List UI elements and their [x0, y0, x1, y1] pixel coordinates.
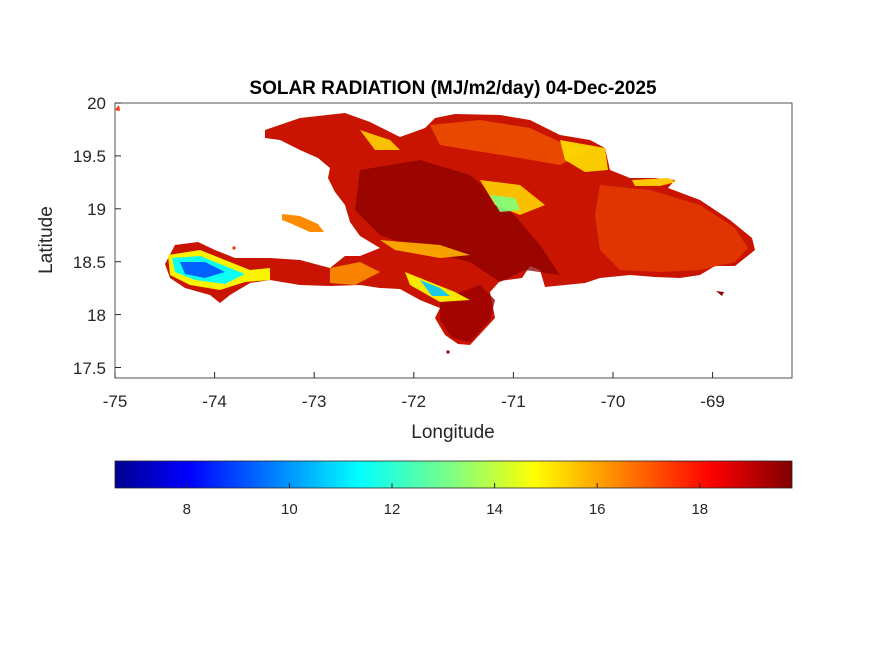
y-tick-label: 18.5	[73, 253, 106, 272]
region-low-radiation-1	[480, 180, 545, 215]
y-tick-label: 17.5	[73, 359, 106, 378]
island-gonave	[282, 214, 324, 232]
samana-peninsula	[632, 178, 676, 186]
x-tick-label: -70	[601, 392, 626, 411]
y-tick-label: 19.5	[73, 147, 106, 166]
region-low-radiation-7	[360, 130, 400, 150]
x-tick-label: -72	[402, 392, 427, 411]
region-low-radiation-6	[560, 140, 608, 172]
region-moderate-north	[430, 120, 590, 165]
islet-saona	[716, 291, 724, 296]
region-high-radiation	[355, 160, 560, 282]
x-tick-label: -75	[103, 392, 128, 411]
colorbar-tick-label: 12	[384, 501, 401, 518]
y-tick-label: 19	[87, 200, 106, 219]
map-plot	[115, 105, 755, 354]
islet-northwest	[115, 105, 120, 111]
colorbar-tick-label: 16	[589, 501, 606, 518]
x-axis-label: Longitude	[411, 422, 494, 443]
colorbar: 8 10 12 14 16 18	[114, 460, 793, 518]
x-axis: -75 -74 -73 -72 -71 -70 -69	[103, 372, 725, 411]
y-tick-label: 18	[87, 306, 106, 325]
x-tick-label: -74	[202, 392, 227, 411]
colorbar-gradient	[114, 460, 793, 489]
islet-1	[232, 246, 236, 250]
islet-beata	[446, 350, 450, 354]
colorbar-tick-label: 8	[183, 501, 191, 518]
colorbar-tick-label: 10	[281, 501, 298, 518]
x-tick-label: -73	[302, 392, 327, 411]
plot-frame	[114, 102, 793, 379]
region-low-radiation-5	[420, 280, 450, 296]
y-axis-label: Latitude	[36, 206, 57, 274]
y-axis: 20 19.5 19 18.5 18 17.5	[73, 94, 121, 378]
region-southwest-blue	[180, 262, 225, 278]
region-moderate-east	[595, 185, 748, 272]
x-tick-label: -69	[700, 392, 725, 411]
y-tick-label: 20	[87, 94, 106, 113]
region-low-radiation-3	[380, 240, 470, 258]
map-title: SOLAR RADIATION (MJ/m2/day) 04-Dec-2025	[249, 78, 657, 99]
colorbar-tick-label: 14	[486, 501, 503, 518]
region-low-radiation-8	[330, 262, 380, 285]
region-low-radiation-2	[490, 195, 520, 212]
x-tick-label: -71	[501, 392, 526, 411]
colorbar-tick-label: 18	[691, 501, 708, 518]
